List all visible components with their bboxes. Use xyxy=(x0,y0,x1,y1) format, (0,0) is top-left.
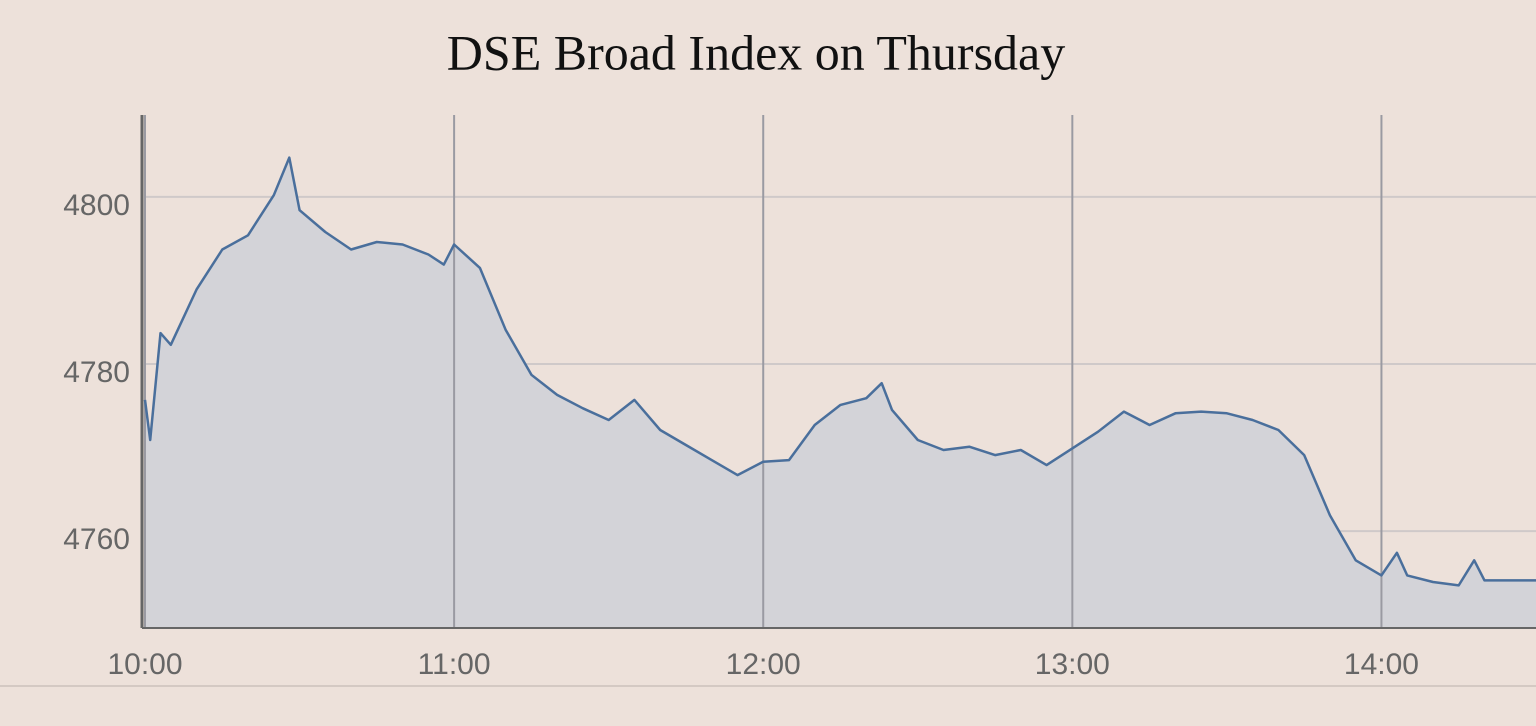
x-tick-label: 13:00 xyxy=(1035,648,1110,681)
x-tick-label: 12:00 xyxy=(726,648,801,681)
area-fill xyxy=(145,157,1536,628)
line xyxy=(143,156,1536,587)
x-tick-label: 10:00 xyxy=(107,648,182,681)
chart-title: DSE Broad Index on Thursday xyxy=(447,24,1065,80)
x-tick-label: 14:00 xyxy=(1344,648,1419,681)
y-tick-label: 4760 xyxy=(63,523,130,556)
y-tick-label: 4780 xyxy=(63,356,130,389)
y-tick-label: 4800 xyxy=(63,189,130,222)
x-tick-label: 11:00 xyxy=(418,648,491,681)
